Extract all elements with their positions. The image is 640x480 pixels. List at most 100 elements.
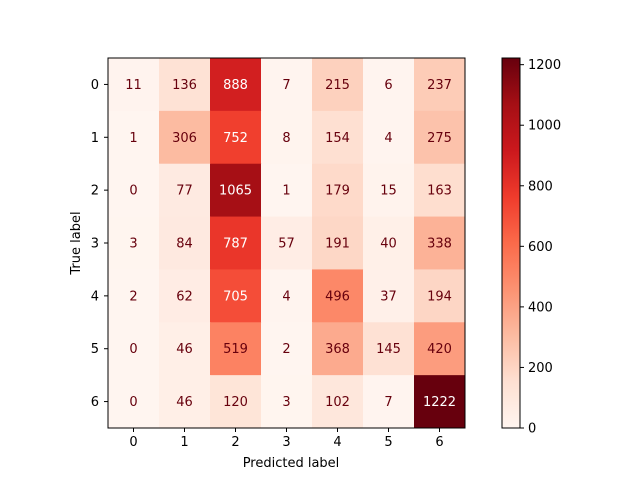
heatmap-cells xyxy=(108,58,466,429)
heatmap-cell xyxy=(210,322,262,376)
colorbar-tick-label: 1000 xyxy=(528,119,561,134)
heatmap-cell xyxy=(414,163,466,218)
cell-value-label: 40 xyxy=(380,237,397,252)
heatmap-cell xyxy=(414,216,466,270)
x-tick-label: 6 xyxy=(435,435,443,450)
heatmap-cell xyxy=(210,110,262,165)
x-tick-label: 5 xyxy=(384,435,392,450)
heatmap-cell xyxy=(363,322,415,376)
cell-value-label: 46 xyxy=(176,342,193,357)
heatmap-cell xyxy=(108,375,160,429)
y-tick-label: 4 xyxy=(91,289,99,304)
cell-value-label: 77 xyxy=(176,184,193,199)
cell-value-label: 306 xyxy=(172,131,197,146)
heatmap-cell xyxy=(261,269,313,323)
cell-value-label: 136 xyxy=(172,78,197,93)
heatmap-cell xyxy=(363,269,415,323)
y-axis-ticks: 0 1 2 3 4 5 6 xyxy=(91,78,108,410)
cell-value-label: 420 xyxy=(427,342,452,357)
heatmap-cell xyxy=(363,375,415,429)
cell-value-label: 145 xyxy=(376,342,401,357)
heatmap-cell xyxy=(159,269,211,323)
cell-value-label: 4 xyxy=(384,131,392,146)
heatmap-cell xyxy=(210,375,262,429)
cell-value-label: 787 xyxy=(223,237,248,252)
cell-value-label: 237 xyxy=(427,78,452,93)
heatmap-cell xyxy=(210,269,262,323)
heatmap-cell xyxy=(261,58,313,112)
cell-value-label: 0 xyxy=(129,184,137,199)
colorbar-tick-label: 600 xyxy=(528,240,553,255)
heatmap-cell xyxy=(159,110,211,165)
heatmap-cell xyxy=(312,322,364,376)
heatmap-cell xyxy=(261,216,313,270)
colorbar-tick-label: 800 xyxy=(528,179,553,194)
cell-value-label: 194 xyxy=(427,289,452,304)
heatmap-cell xyxy=(108,269,160,323)
heatmap-cell xyxy=(363,216,415,270)
heatmap-cell xyxy=(108,110,160,165)
heatmap-cell xyxy=(363,163,415,218)
heatmap-cell xyxy=(159,58,211,112)
y-tick-label: 5 xyxy=(91,342,99,357)
cell-value-label: 2 xyxy=(282,342,290,357)
heatmap-cell xyxy=(414,375,466,429)
cell-value-label: 338 xyxy=(427,237,452,252)
cell-value-label: 62 xyxy=(176,289,193,304)
cell-value-label: 4 xyxy=(282,289,290,304)
heatmap-cell xyxy=(108,58,160,112)
heatmap-cell xyxy=(210,216,262,270)
cell-value-label: 1 xyxy=(129,131,137,146)
x-tick-label: 4 xyxy=(333,435,341,450)
x-tick-label: 1 xyxy=(180,435,188,450)
cell-value-label: 57 xyxy=(278,237,295,252)
cell-value-label: 3 xyxy=(129,237,137,252)
cell-value-label: 519 xyxy=(223,342,248,357)
cell-value-label: 179 xyxy=(325,184,350,199)
cell-value-label: 7 xyxy=(384,395,392,410)
y-tick-label: 1 xyxy=(91,131,99,146)
heatmap-cell xyxy=(312,163,364,218)
cell-value-label: 888 xyxy=(223,78,248,93)
heatmap-cell xyxy=(261,163,313,218)
cell-value-label: 1065 xyxy=(219,184,252,199)
colorbar-tick-label: 0 xyxy=(528,422,536,437)
heatmap-cell xyxy=(210,163,262,218)
heatmap-cell xyxy=(159,216,211,270)
colorbar-tick-label: 400 xyxy=(528,300,553,315)
cell-value-label: 1222 xyxy=(423,395,456,410)
cell-value-label: 191 xyxy=(325,237,350,252)
heatmap-cell xyxy=(108,163,160,218)
cell-value-label: 102 xyxy=(325,395,350,410)
x-tick-label: 2 xyxy=(231,435,239,450)
cell-value-label: 7 xyxy=(282,78,290,93)
x-tick-label: 0 xyxy=(129,435,137,450)
cell-value-label: 154 xyxy=(325,131,350,146)
heatmap-cell xyxy=(414,322,466,376)
heatmap-cell xyxy=(108,216,160,270)
cell-value-label: 6 xyxy=(384,78,392,93)
y-tick-label: 2 xyxy=(91,184,99,199)
cell-value-label: 8 xyxy=(282,131,290,146)
cell-value-label: 0 xyxy=(129,395,137,410)
cell-value-label: 84 xyxy=(176,237,193,252)
cell-value-label: 0 xyxy=(129,342,137,357)
cell-value-label: 2 xyxy=(129,289,137,304)
heatmap-cell xyxy=(312,110,364,165)
heatmap-cell xyxy=(312,216,364,270)
cell-value-label: 11 xyxy=(125,78,142,93)
y-tick-label: 6 xyxy=(91,395,99,410)
x-tick-label: 3 xyxy=(282,435,290,450)
heatmap-cell xyxy=(108,322,160,376)
y-tick-label: 3 xyxy=(91,237,99,252)
cell-value-label: 275 xyxy=(427,131,452,146)
colorbar-ticks: 0 200 400 600 800 1000 1200 xyxy=(520,58,561,437)
cell-value-label: 46 xyxy=(176,395,193,410)
y-tick-label: 0 xyxy=(91,78,99,93)
cell-value-label: 496 xyxy=(325,289,350,304)
heatmap-cell xyxy=(159,163,211,218)
cell-value-label: 215 xyxy=(325,78,350,93)
heatmap-cell xyxy=(312,375,364,429)
heatmap-cell xyxy=(261,322,313,376)
